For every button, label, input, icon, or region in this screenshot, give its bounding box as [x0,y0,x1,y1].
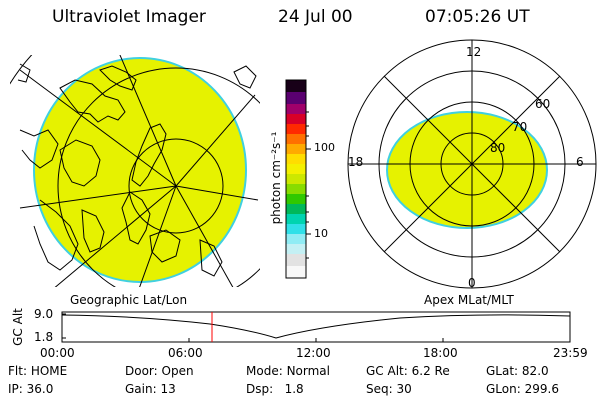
time-tick-1800: 18:00 [423,346,458,360]
altitude-ytick-min: 1.8 [34,330,54,344]
mlt-label-6: 6 [576,155,584,169]
colorbar-tick-100: 100 [314,141,335,154]
date-label: 24 Jul 00 [278,7,353,27]
lat-label-70: 70 [512,120,528,134]
magnetic-panel-title: Apex MLat/MLT [424,293,514,307]
geographic-map-panel [10,55,260,287]
lat-label-80: 80 [490,141,506,155]
status-glon: GLon: 299.6 [486,382,559,396]
uv-image-geographic [33,57,247,283]
polar-grid-panel [347,39,597,289]
lat-grid [10,55,260,287]
time-tick-0000: 00:00 [40,346,75,360]
mlt-label-12: 12 [466,45,482,59]
altitude-ytick-max: 9.0 [34,307,54,321]
colorbar [285,79,311,279]
status-dsp: Dsp: 1.8 [246,382,304,396]
coastlines [17,63,257,277]
altitude-curve [61,314,571,339]
mlt-label-18: 18 [348,155,364,169]
colorbar-tick-10: 10 [314,227,328,240]
status-seq: Seq: 30 [366,382,412,396]
status-flt: Flt: HOME [8,364,68,378]
app-title: Ultraviolet Imager [52,7,206,27]
altitude-ylabel: GC Alt [11,308,25,346]
time-tick-2359: 23:59 [553,346,588,360]
time-tick-0600: 06:00 [168,346,203,360]
colorbar-axis-label: photon cm⁻²s⁻¹ [269,131,283,225]
mlt-label-0: 0 [468,276,476,290]
status-ip: IP: 36.0 [8,382,54,396]
geographic-panel-title: Geographic Lat/Lon [70,293,188,307]
status-mode: Mode: Normal [246,364,330,378]
time-tick-1200: 12:00 [296,346,331,360]
status-gain: Gain: 13 [125,382,176,396]
altitude-plot [61,311,571,343]
status-gc-alt: GC Alt: 6.2 Re [366,364,450,378]
status-glat: GLat: 82.0 [486,364,549,378]
status-door: Door: Open [125,364,194,378]
lat-label-60: 60 [535,97,551,111]
time-label: 07:05:26 UT [425,7,530,27]
